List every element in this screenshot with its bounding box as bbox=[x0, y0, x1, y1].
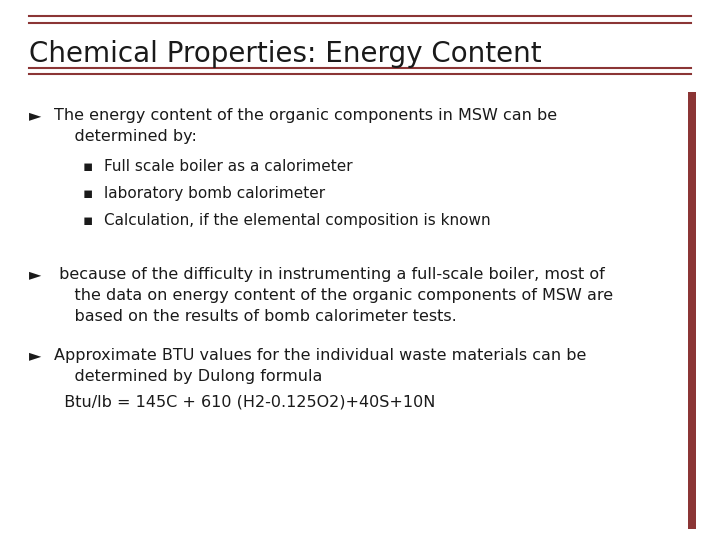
Text: Chemical Properties: Energy Content: Chemical Properties: Energy Content bbox=[29, 40, 541, 69]
Text: ▪: ▪ bbox=[83, 213, 93, 228]
Text: Calculation, if the elemental composition is known: Calculation, if the elemental compositio… bbox=[104, 213, 491, 228]
Text: because of the difficulty in instrumenting a full-scale boiler, most of
    the : because of the difficulty in instrumenti… bbox=[54, 267, 613, 325]
Text: ▪: ▪ bbox=[83, 159, 93, 174]
Text: ►: ► bbox=[29, 348, 41, 363]
Text: ►: ► bbox=[29, 267, 41, 282]
Text: ►: ► bbox=[29, 108, 41, 123]
Text: laboratory bomb calorimeter: laboratory bomb calorimeter bbox=[104, 186, 325, 201]
Text: Full scale boiler as a calorimeter: Full scale boiler as a calorimeter bbox=[104, 159, 353, 174]
Text: The energy content of the organic components in MSW can be
    determined by:: The energy content of the organic compon… bbox=[54, 108, 557, 144]
Text: Btu/lb = 145C + 610 (H2-0.125O2)+40S+10N: Btu/lb = 145C + 610 (H2-0.125O2)+40S+10N bbox=[54, 394, 436, 409]
Text: ▪: ▪ bbox=[83, 186, 93, 201]
Text: Approximate BTU values for the individual waste materials can be
    determined : Approximate BTU values for the individua… bbox=[54, 348, 586, 384]
Bar bbox=[688, 92, 696, 529]
